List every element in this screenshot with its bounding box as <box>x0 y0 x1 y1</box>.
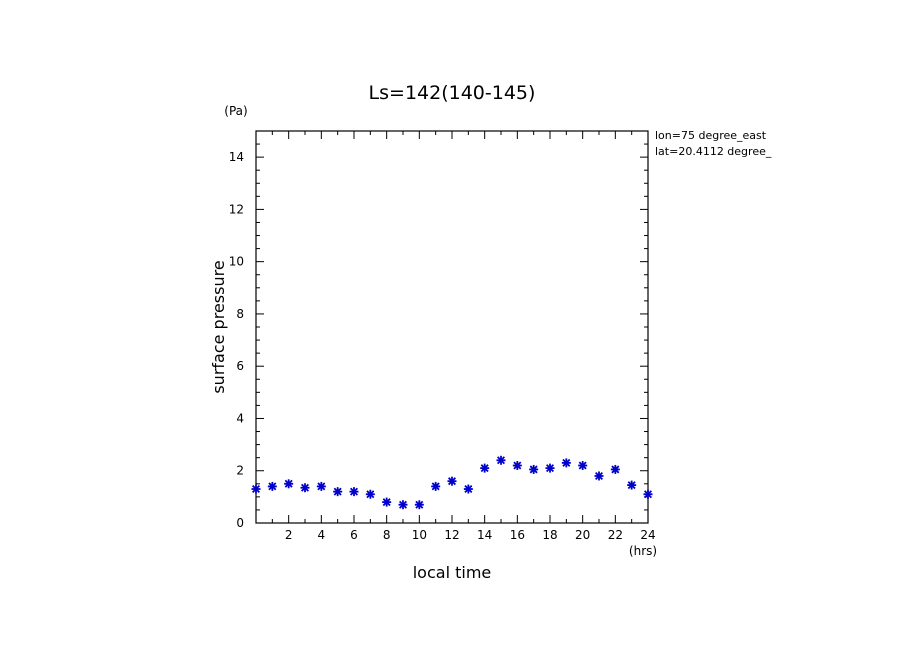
annotation-lat: lat=20.4112 degree_ <box>655 145 772 158</box>
y-tick-label: 0 <box>236 516 244 530</box>
plot-frame <box>255 130 649 524</box>
data-point <box>284 479 294 489</box>
x-axis-label: local time <box>413 563 492 582</box>
data-point <box>578 461 588 471</box>
y-tick-label: 6 <box>236 359 244 373</box>
y-axis-label: surface pressure <box>209 260 228 393</box>
data-point <box>594 471 604 481</box>
y-tick-label: 8 <box>236 307 244 321</box>
data-point <box>333 487 343 497</box>
data-point <box>627 480 637 490</box>
x-tick-label: 16 <box>510 528 525 542</box>
x-tick-label: 24 <box>640 528 655 542</box>
x-tick-label: 2 <box>285 528 293 542</box>
x-tick-label: 14 <box>477 528 492 542</box>
y-tick-label: 4 <box>236 411 244 425</box>
data-point <box>300 483 310 493</box>
data-point <box>398 500 408 510</box>
y-tick-labels: 0 2 4 6 8 10 12 14 <box>229 150 244 530</box>
y-tick-label: 10 <box>229 255 244 269</box>
data-point <box>382 497 392 507</box>
plot-border <box>255 130 649 524</box>
chart-title: Ls=142(140-145) <box>369 82 536 104</box>
data-point <box>529 464 539 474</box>
y-tick-label: 2 <box>236 464 244 478</box>
y-tick-label: 14 <box>229 150 244 164</box>
x-tick-label: 6 <box>350 528 358 542</box>
data-point <box>447 476 457 486</box>
x-tick-label: 8 <box>383 528 391 542</box>
data-point <box>349 487 359 497</box>
y-unit-label: (Pa) <box>224 104 247 118</box>
axis-ticks <box>255 130 649 524</box>
data-point <box>610 464 620 474</box>
x-tick-label: 18 <box>542 528 557 542</box>
data-point <box>463 484 473 494</box>
data-point <box>414 500 424 510</box>
data-point <box>496 455 506 465</box>
data-point <box>643 489 653 499</box>
x-tick-label: 12 <box>444 528 459 542</box>
annotation-lon: lon=75 degree_east <box>655 129 767 142</box>
x-tick-label: 4 <box>318 528 326 542</box>
x-unit-label: (hrs) <box>629 544 657 558</box>
x-tick-label: 22 <box>608 528 623 542</box>
data-point <box>267 481 277 491</box>
data-point <box>316 481 326 491</box>
x-tick-labels: 2 4 6 8 10 12 14 16 18 20 22 24 <box>285 528 656 542</box>
data-points <box>251 455 653 510</box>
y-tick-label: 12 <box>229 202 244 216</box>
data-point <box>251 484 261 494</box>
x-tick-label: 20 <box>575 528 590 542</box>
data-point <box>365 489 375 499</box>
data-point <box>512 461 522 471</box>
data-point <box>561 458 571 468</box>
x-tick-label: 10 <box>412 528 427 542</box>
data-point <box>545 463 555 473</box>
data-point <box>480 463 490 473</box>
data-point <box>431 481 441 491</box>
